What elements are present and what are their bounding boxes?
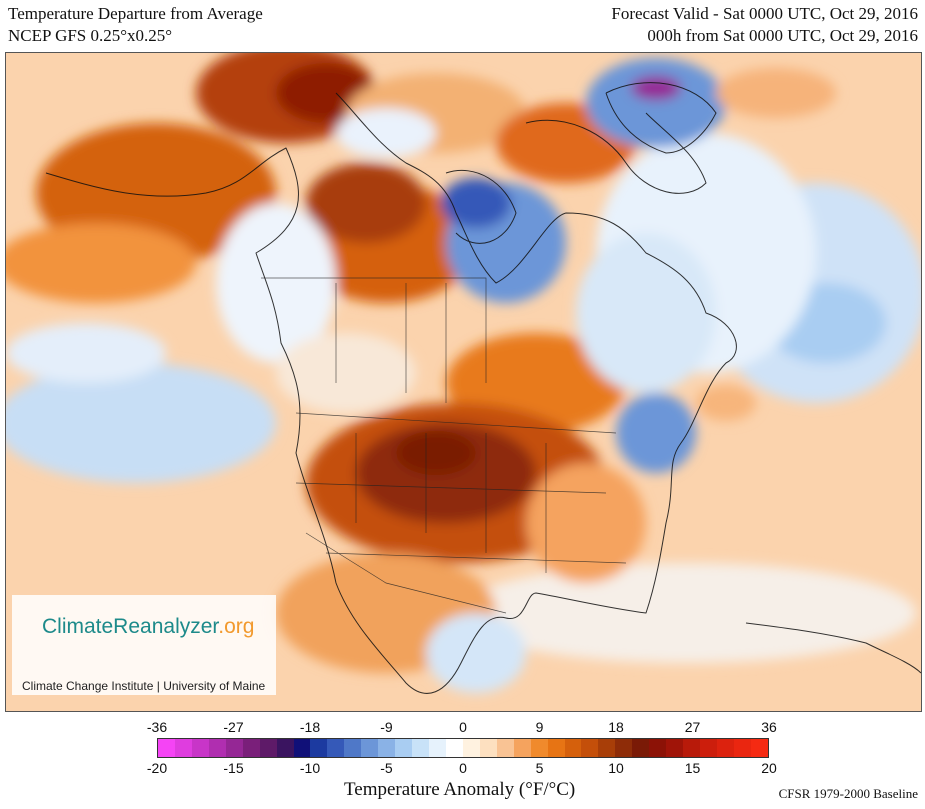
colorbar-segment	[615, 739, 633, 757]
colorbar-segment	[733, 739, 751, 757]
colorbar-segment	[174, 739, 192, 757]
colorbar-segment	[700, 739, 717, 757]
logo-domain: .org	[218, 615, 255, 638]
colorbar-segment	[632, 739, 650, 757]
colorbar-segment	[750, 739, 768, 757]
colorbar-segment	[208, 739, 226, 757]
colorbar-segment	[479, 739, 497, 757]
colorbar-segment	[513, 739, 531, 757]
model-name: NCEP GFS 0.25°x0.25°	[8, 26, 173, 45]
map-title: Temperature Departure from Average	[8, 4, 263, 23]
colorbar-segment	[445, 739, 463, 757]
colorbar-segment	[276, 739, 294, 757]
celsius-tick-label: 10	[608, 760, 624, 776]
fahrenheit-tick-label: 27	[684, 719, 701, 735]
colorbar-segment	[191, 739, 209, 757]
fahrenheit-tick-label: -9	[380, 719, 393, 735]
greenland-cool-anomaly	[586, 58, 726, 148]
baseline-note: CFSR 1979-2000 Baseline	[778, 786, 918, 801]
colorbar-segment	[344, 739, 362, 757]
celsius-tick-label: 20	[761, 760, 777, 776]
logo-subtitle: Climate Change Institute | University of…	[22, 679, 266, 693]
logo-name: ClimateReanalyzer	[42, 615, 219, 638]
colorbar-segment	[259, 739, 277, 757]
colorbar-label: Temperature Anomaly (°F/°C)	[344, 779, 576, 800]
colorbar-segment	[581, 739, 599, 757]
colorbar-segment	[496, 739, 514, 757]
colorbar-segment	[598, 739, 616, 757]
forecast-valid-time: Forecast Valid - Sat 0000 UTC, Oct 29, 2…	[611, 4, 918, 23]
fahrenheit-tick-label: 36	[761, 719, 777, 735]
colorbar-segment	[378, 739, 396, 757]
colorbar-segment	[429, 739, 446, 757]
colorbar-segment	[158, 739, 175, 757]
coastlines	[45, 82, 921, 694]
colorbar	[157, 738, 769, 758]
celsius-tick-label: 0	[459, 760, 467, 776]
forecast-lead-time: 000h from Sat 0000 UTC, Oct 29, 2016	[647, 26, 918, 45]
fahrenheit-tick-label: 9	[535, 719, 544, 735]
pacific-cool-anomaly	[6, 363, 276, 483]
colorbar-segment	[225, 739, 243, 757]
climate-reanalyzer-logo: ClimateReanalyzer.org	[42, 615, 254, 639]
colorbar-segment	[462, 739, 480, 757]
fahrenheit-tick-label: -36	[146, 719, 168, 735]
colorbar-segment	[242, 739, 260, 757]
colorbar-segment	[395, 739, 413, 757]
fahrenheit-tick-label: -18	[299, 719, 321, 735]
colorbar-segment	[361, 739, 379, 757]
colorbar-legend: -36 -27 -18 -9 0 9 18 27 36 -20 -15 -10 -5 0 5 10 15 20 …	[0, 712, 925, 809]
colorbar-segment	[649, 739, 667, 757]
fahrenheit-tick-label: 18	[608, 719, 624, 735]
colorbar-segment	[293, 739, 311, 757]
celsius-tick-label: 15	[684, 760, 701, 776]
celsius-tick-label: -15	[223, 760, 244, 776]
colorbar-segment	[564, 739, 582, 757]
colorbar-segment	[530, 739, 548, 757]
colorbar-segment	[547, 739, 565, 757]
celsius-tick-label: 5	[535, 760, 544, 776]
fahrenheit-tick-label: -27	[223, 719, 244, 735]
colorbar-segment	[412, 739, 429, 757]
logo-panel: ClimateReanalyzer.org Climate Change Ins…	[12, 595, 276, 695]
celsius-tick-label: -20	[146, 760, 168, 776]
political-borders	[261, 277, 627, 614]
celsius-tick-label: -10	[299, 760, 321, 776]
colorbar-segment	[666, 739, 684, 757]
fahrenheit-tick-label: 0	[459, 719, 467, 735]
colorbar-segment	[716, 739, 734, 757]
colorbar-segment	[327, 739, 345, 757]
colorbar-segment	[310, 739, 328, 757]
colorbar-segment	[683, 739, 700, 757]
celsius-tick-label: -5	[380, 760, 393, 776]
